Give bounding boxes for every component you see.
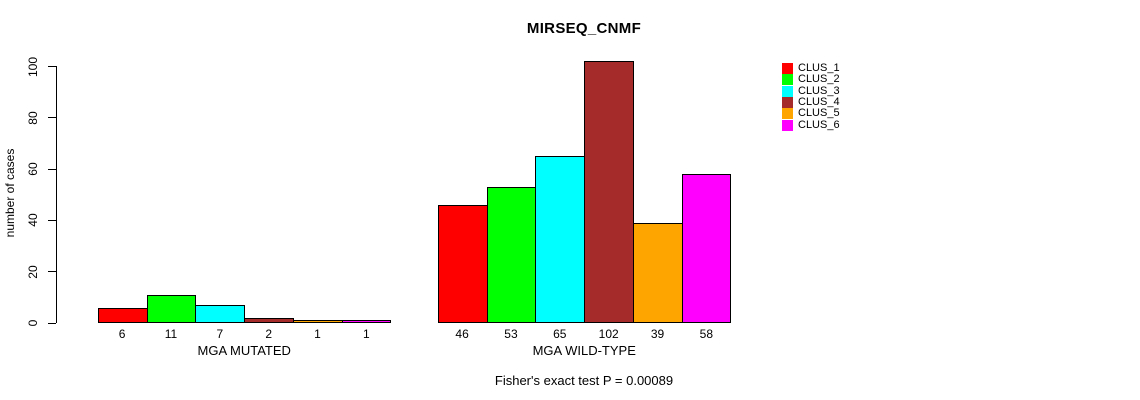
bar-value-label: 11 xyxy=(164,327,178,341)
bar-value-label: 65 xyxy=(553,327,567,341)
annotation-text: Fisher's exact test P = 0.00089 xyxy=(494,373,674,388)
bar-clus_5 xyxy=(633,222,683,323)
legend-label: CLUS_5 xyxy=(798,107,840,120)
bar-value-label: 39 xyxy=(650,327,665,341)
legend-row: CLUS_5 xyxy=(782,107,840,120)
y-tick-mark xyxy=(48,168,56,170)
y-tick-label: 0 xyxy=(26,319,40,327)
bar-value-label: 1 xyxy=(363,327,370,341)
legend-label: CLUS_2 xyxy=(798,73,840,86)
bar-value-label: 1 xyxy=(314,327,321,341)
legend-row: CLUS_1 xyxy=(782,62,840,75)
legend: CLUS_1 CLUS_2 CLUS_3 CLUS_4 CLUS_5 CLUS_6 xyxy=(782,63,840,131)
bar-clus_1 xyxy=(437,205,488,323)
bar-value-label: 46 xyxy=(455,327,469,341)
group-label: MGA WILD-TYPE xyxy=(532,343,636,358)
bar-clus_2 xyxy=(486,187,537,323)
bar-clus_3 xyxy=(195,305,246,323)
legend-swatch xyxy=(782,85,793,97)
y-tick-label: 100 xyxy=(26,56,40,77)
bar-clus_1 xyxy=(97,307,148,323)
legend-swatch xyxy=(782,74,793,86)
bar-clus_6 xyxy=(681,174,731,323)
legend-swatch xyxy=(782,97,793,109)
bar-value-label: 6 xyxy=(118,327,126,341)
bar-value-label: 7 xyxy=(216,327,224,341)
y-axis-label: number of cases xyxy=(3,148,17,238)
bar-value-label: 2 xyxy=(265,327,273,341)
bar-clus_4 xyxy=(584,61,635,323)
bar-value-label: 102 xyxy=(598,327,619,341)
bar-clus_2 xyxy=(146,294,197,323)
y-axis-line xyxy=(56,66,57,323)
y-tick-label: 20 xyxy=(26,265,40,279)
y-tick-label: 60 xyxy=(26,162,40,176)
legend-label: CLUS_6 xyxy=(798,118,840,131)
group-label: MGA MUTATED xyxy=(197,343,291,358)
bar-clus_4 xyxy=(244,317,295,323)
y-tick-mark xyxy=(48,322,56,324)
y-tick-label: 80 xyxy=(26,111,40,125)
chart-title: MIRSEQ_CNMF xyxy=(526,20,642,37)
legend-row: CLUS_2 xyxy=(782,73,840,86)
y-tick-mark xyxy=(48,117,56,119)
legend-swatch xyxy=(782,63,793,75)
legend-swatch xyxy=(782,119,793,131)
y-tick-mark xyxy=(48,66,56,67)
legend-row: CLUS_3 xyxy=(782,84,840,97)
bar-clus_3 xyxy=(535,156,586,323)
bar-clus_5 xyxy=(293,320,343,323)
y-tick-label: 40 xyxy=(26,213,40,228)
legend-label: CLUS_3 xyxy=(798,84,840,97)
legend-label: CLUS_4 xyxy=(798,96,840,109)
y-tick-mark xyxy=(48,219,56,221)
y-tick-mark xyxy=(48,271,56,273)
bar-value-label: 53 xyxy=(504,327,518,341)
bar-clus_6 xyxy=(341,320,391,323)
legend-row: CLUS_6 xyxy=(782,118,840,131)
legend-label: CLUS_1 xyxy=(798,62,840,75)
legend-row: CLUS_4 xyxy=(782,96,840,109)
bar-value-label: 58 xyxy=(699,327,714,341)
legend-swatch xyxy=(782,108,793,120)
